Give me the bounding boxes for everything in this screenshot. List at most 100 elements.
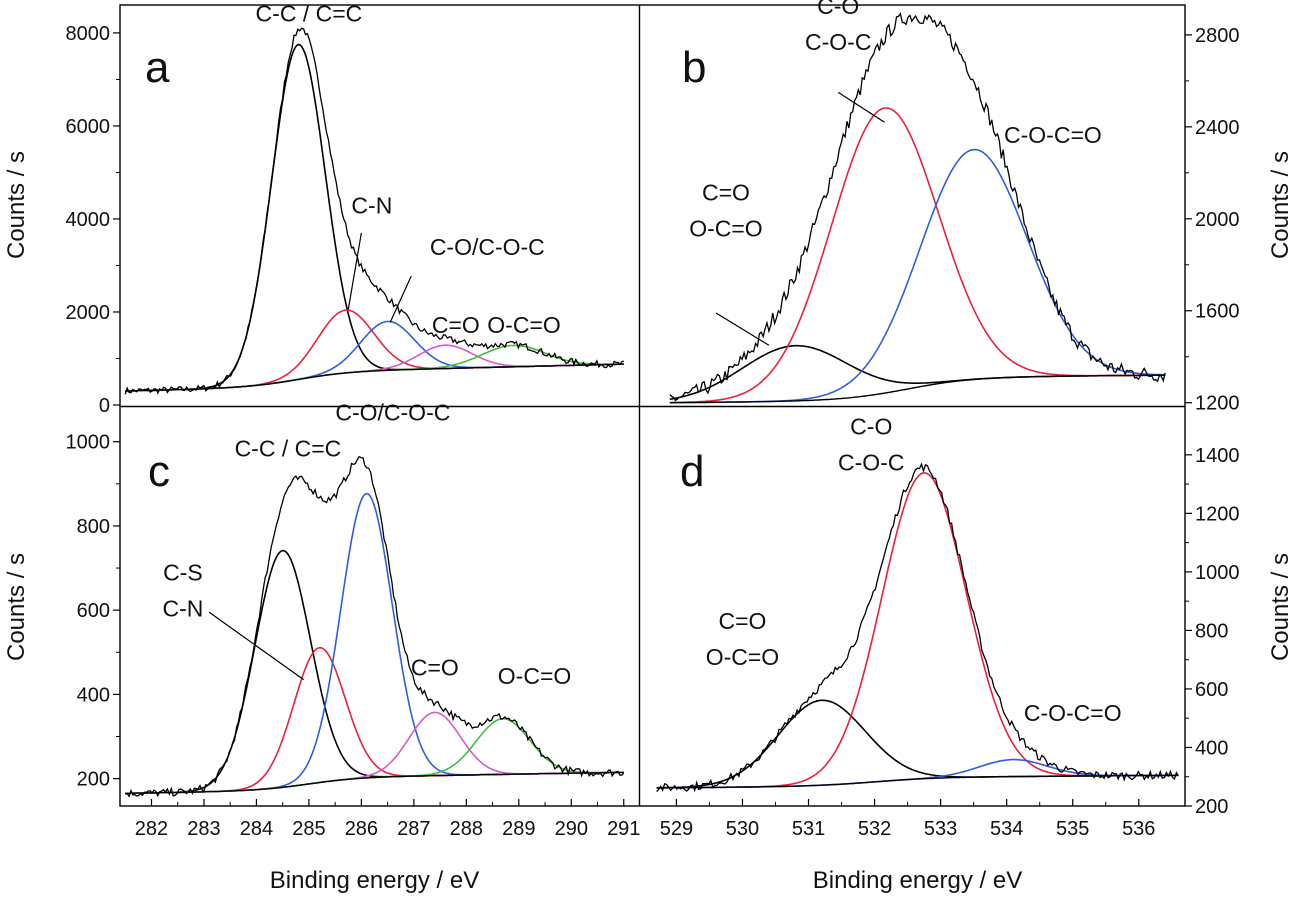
panel-letter: d bbox=[680, 447, 704, 496]
x-tick-label: 530 bbox=[726, 818, 759, 840]
peak-annotation: C-O C-O-C bbox=[805, 0, 885, 123]
x-tick-label: 532 bbox=[858, 818, 891, 840]
y-tick-label: 0 bbox=[99, 395, 110, 417]
y-tick-label: 8000 bbox=[66, 23, 111, 45]
panel-letter: c bbox=[148, 447, 170, 496]
x-tick-label: 288 bbox=[450, 818, 483, 840]
peak-annotation: C-S C-N bbox=[163, 560, 305, 681]
panel-letter: a bbox=[145, 43, 170, 92]
peak-annotation: C-O-C=O bbox=[1024, 700, 1122, 726]
annotation-text: C-O/C-O-C bbox=[430, 234, 545, 260]
annotation-text: C-O-C bbox=[805, 29, 871, 55]
annotation-text: C-C / C=C bbox=[235, 435, 342, 461]
component-peak-blue bbox=[125, 492, 624, 795]
annotation-text: C=O bbox=[719, 608, 767, 634]
annotation-text: C-O-C=O bbox=[1004, 122, 1102, 148]
curves-d bbox=[656, 462, 1179, 793]
annotation-text: C=O bbox=[432, 312, 480, 338]
background-line bbox=[125, 363, 624, 392]
x-tick-label: 287 bbox=[397, 818, 430, 840]
annotation-text: O-C=O bbox=[487, 312, 560, 338]
curves-b bbox=[669, 12, 1166, 404]
x-tick-label: 291 bbox=[607, 818, 640, 840]
x-tick-label: 289 bbox=[502, 818, 535, 840]
curves-c bbox=[125, 455, 625, 798]
component-peak-blue bbox=[656, 758, 1179, 789]
background-line bbox=[656, 774, 1179, 789]
panel-letter: b bbox=[682, 43, 706, 92]
leader-line bbox=[389, 275, 412, 323]
x-tick-label: 533 bbox=[924, 818, 957, 840]
panel-a: 0 2000 4000 6000 8000 Counts / s a C-C / C=C C-N… bbox=[3, 0, 625, 417]
annotation-text: C-O-C=O bbox=[1024, 700, 1122, 726]
leader-line bbox=[715, 312, 770, 346]
panel-c: 200 400 600 800 1000 282 283 284 285 286 287 288 289… bbox=[3, 400, 640, 894]
x-tick-label: 529 bbox=[660, 818, 693, 840]
y-tick-label: 600 bbox=[77, 600, 110, 622]
y-tick-label: 1000 bbox=[1195, 562, 1240, 584]
y-tick-label: 2800 bbox=[1195, 25, 1240, 47]
component-peak-green bbox=[125, 344, 624, 392]
annotation-text: C-S bbox=[163, 560, 203, 586]
annotation-text: C-N bbox=[351, 192, 392, 218]
y-tick-label: 2400 bbox=[1195, 117, 1240, 139]
measured-spectrum bbox=[669, 12, 1166, 402]
y-tick-label: 1000 bbox=[66, 432, 111, 454]
y-tick-label: 2000 bbox=[66, 302, 111, 324]
annotation-text: C-O bbox=[850, 413, 892, 439]
y-tick-label: 200 bbox=[77, 769, 110, 791]
peak-annotation: C=O bbox=[432, 312, 480, 338]
peak-annotation: C-O-C=O bbox=[1004, 122, 1102, 148]
y-tick-label: 1200 bbox=[1195, 393, 1240, 415]
component-peak-magenta bbox=[125, 344, 624, 392]
annotation-text: C-O bbox=[817, 0, 859, 19]
annotation-text: O-C=O bbox=[706, 644, 779, 670]
background-line bbox=[125, 771, 624, 795]
y-tick-label: 200 bbox=[1195, 796, 1228, 818]
x-tick-label: 284 bbox=[240, 818, 273, 840]
y-tick-label: 400 bbox=[77, 684, 110, 706]
y-tick-label: 6000 bbox=[66, 116, 111, 138]
peak-annotation: C-C / C=C bbox=[256, 0, 363, 26]
leader-line bbox=[837, 91, 885, 123]
measured-spectrum bbox=[125, 455, 625, 798]
panel-d: 200 400 600 800 1000 1200 1400 529 530 531 532 533 5… bbox=[656, 413, 1294, 894]
x-tick-label: 285 bbox=[292, 818, 325, 840]
peak-annotation: C-N bbox=[347, 192, 392, 310]
y-axis-label: Counts / s bbox=[1267, 553, 1294, 661]
y-tick-label: 800 bbox=[77, 516, 110, 538]
annotation-text: C-O-C bbox=[838, 449, 904, 475]
peak-annotation: C-C / C=C bbox=[235, 435, 342, 461]
peak-annotation: C-O/C-O-C bbox=[335, 400, 450, 426]
peak-annotation: O-C=O bbox=[487, 312, 560, 338]
annotation-text: C=O bbox=[702, 179, 750, 205]
leader-line bbox=[347, 232, 362, 310]
peak-annotation: O-C=O bbox=[498, 663, 571, 689]
annotation-text: C=O bbox=[411, 654, 459, 680]
peak-annotation: C=O O-C=O bbox=[689, 179, 770, 346]
annotation-text: C-O/C-O-C bbox=[335, 400, 450, 426]
peak-annotation: C-O/C-O-C bbox=[389, 234, 545, 323]
y-axis-label: Counts / s bbox=[3, 553, 30, 661]
peak-annotation: C=O bbox=[411, 654, 459, 680]
x-axis-label: Binding energy / eV bbox=[813, 867, 1022, 894]
y-tick-label: 400 bbox=[1195, 737, 1228, 759]
component-peak-green bbox=[125, 718, 624, 795]
x-axis-label: Binding energy / eV bbox=[270, 867, 479, 894]
annotation-text: C-C / C=C bbox=[256, 0, 363, 26]
y-tick-label: 1200 bbox=[1195, 503, 1240, 525]
peak-annotation: C=O O-C=O bbox=[706, 608, 779, 670]
y-tick-label: 1400 bbox=[1195, 445, 1240, 467]
x-tick-label: 283 bbox=[187, 818, 220, 840]
x-tick-label: 534 bbox=[990, 818, 1023, 840]
measured-spectrum bbox=[656, 462, 1179, 793]
component-peak-magenta bbox=[125, 711, 624, 795]
y-tick-label: 2000 bbox=[1195, 209, 1240, 231]
y-axis-label: Counts / s bbox=[3, 151, 30, 259]
measured-spectrum bbox=[124, 27, 625, 395]
leader-line bbox=[208, 611, 305, 681]
annotation-text: O-C=O bbox=[498, 663, 571, 689]
x-tick-label: 290 bbox=[555, 818, 588, 840]
